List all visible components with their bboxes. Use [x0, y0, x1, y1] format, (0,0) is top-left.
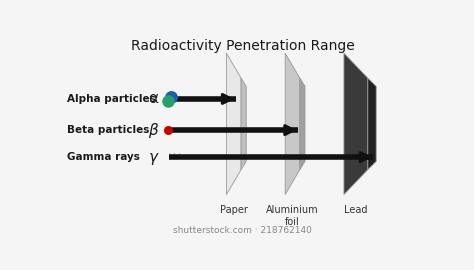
- Text: ww: ww: [168, 151, 180, 161]
- Text: α: α: [148, 92, 158, 106]
- Text: γ: γ: [148, 150, 157, 165]
- Text: Radioactivity Penetration Range: Radioactivity Penetration Range: [131, 39, 355, 53]
- Polygon shape: [344, 53, 368, 195]
- Text: Beta particles: Beta particles: [66, 125, 149, 135]
- Polygon shape: [300, 78, 305, 170]
- Text: Alpha particles: Alpha particles: [66, 94, 155, 104]
- Text: Aluminium
foil: Aluminium foil: [266, 205, 319, 227]
- Polygon shape: [227, 53, 241, 195]
- Text: shutterstock.com · 218762140: shutterstock.com · 218762140: [173, 226, 312, 235]
- Text: Gamma rays: Gamma rays: [66, 152, 139, 162]
- Polygon shape: [241, 78, 246, 170]
- Polygon shape: [285, 53, 300, 195]
- Polygon shape: [368, 78, 376, 170]
- Text: β: β: [148, 123, 158, 138]
- Text: Lead: Lead: [344, 205, 368, 215]
- Text: Paper: Paper: [220, 205, 248, 215]
